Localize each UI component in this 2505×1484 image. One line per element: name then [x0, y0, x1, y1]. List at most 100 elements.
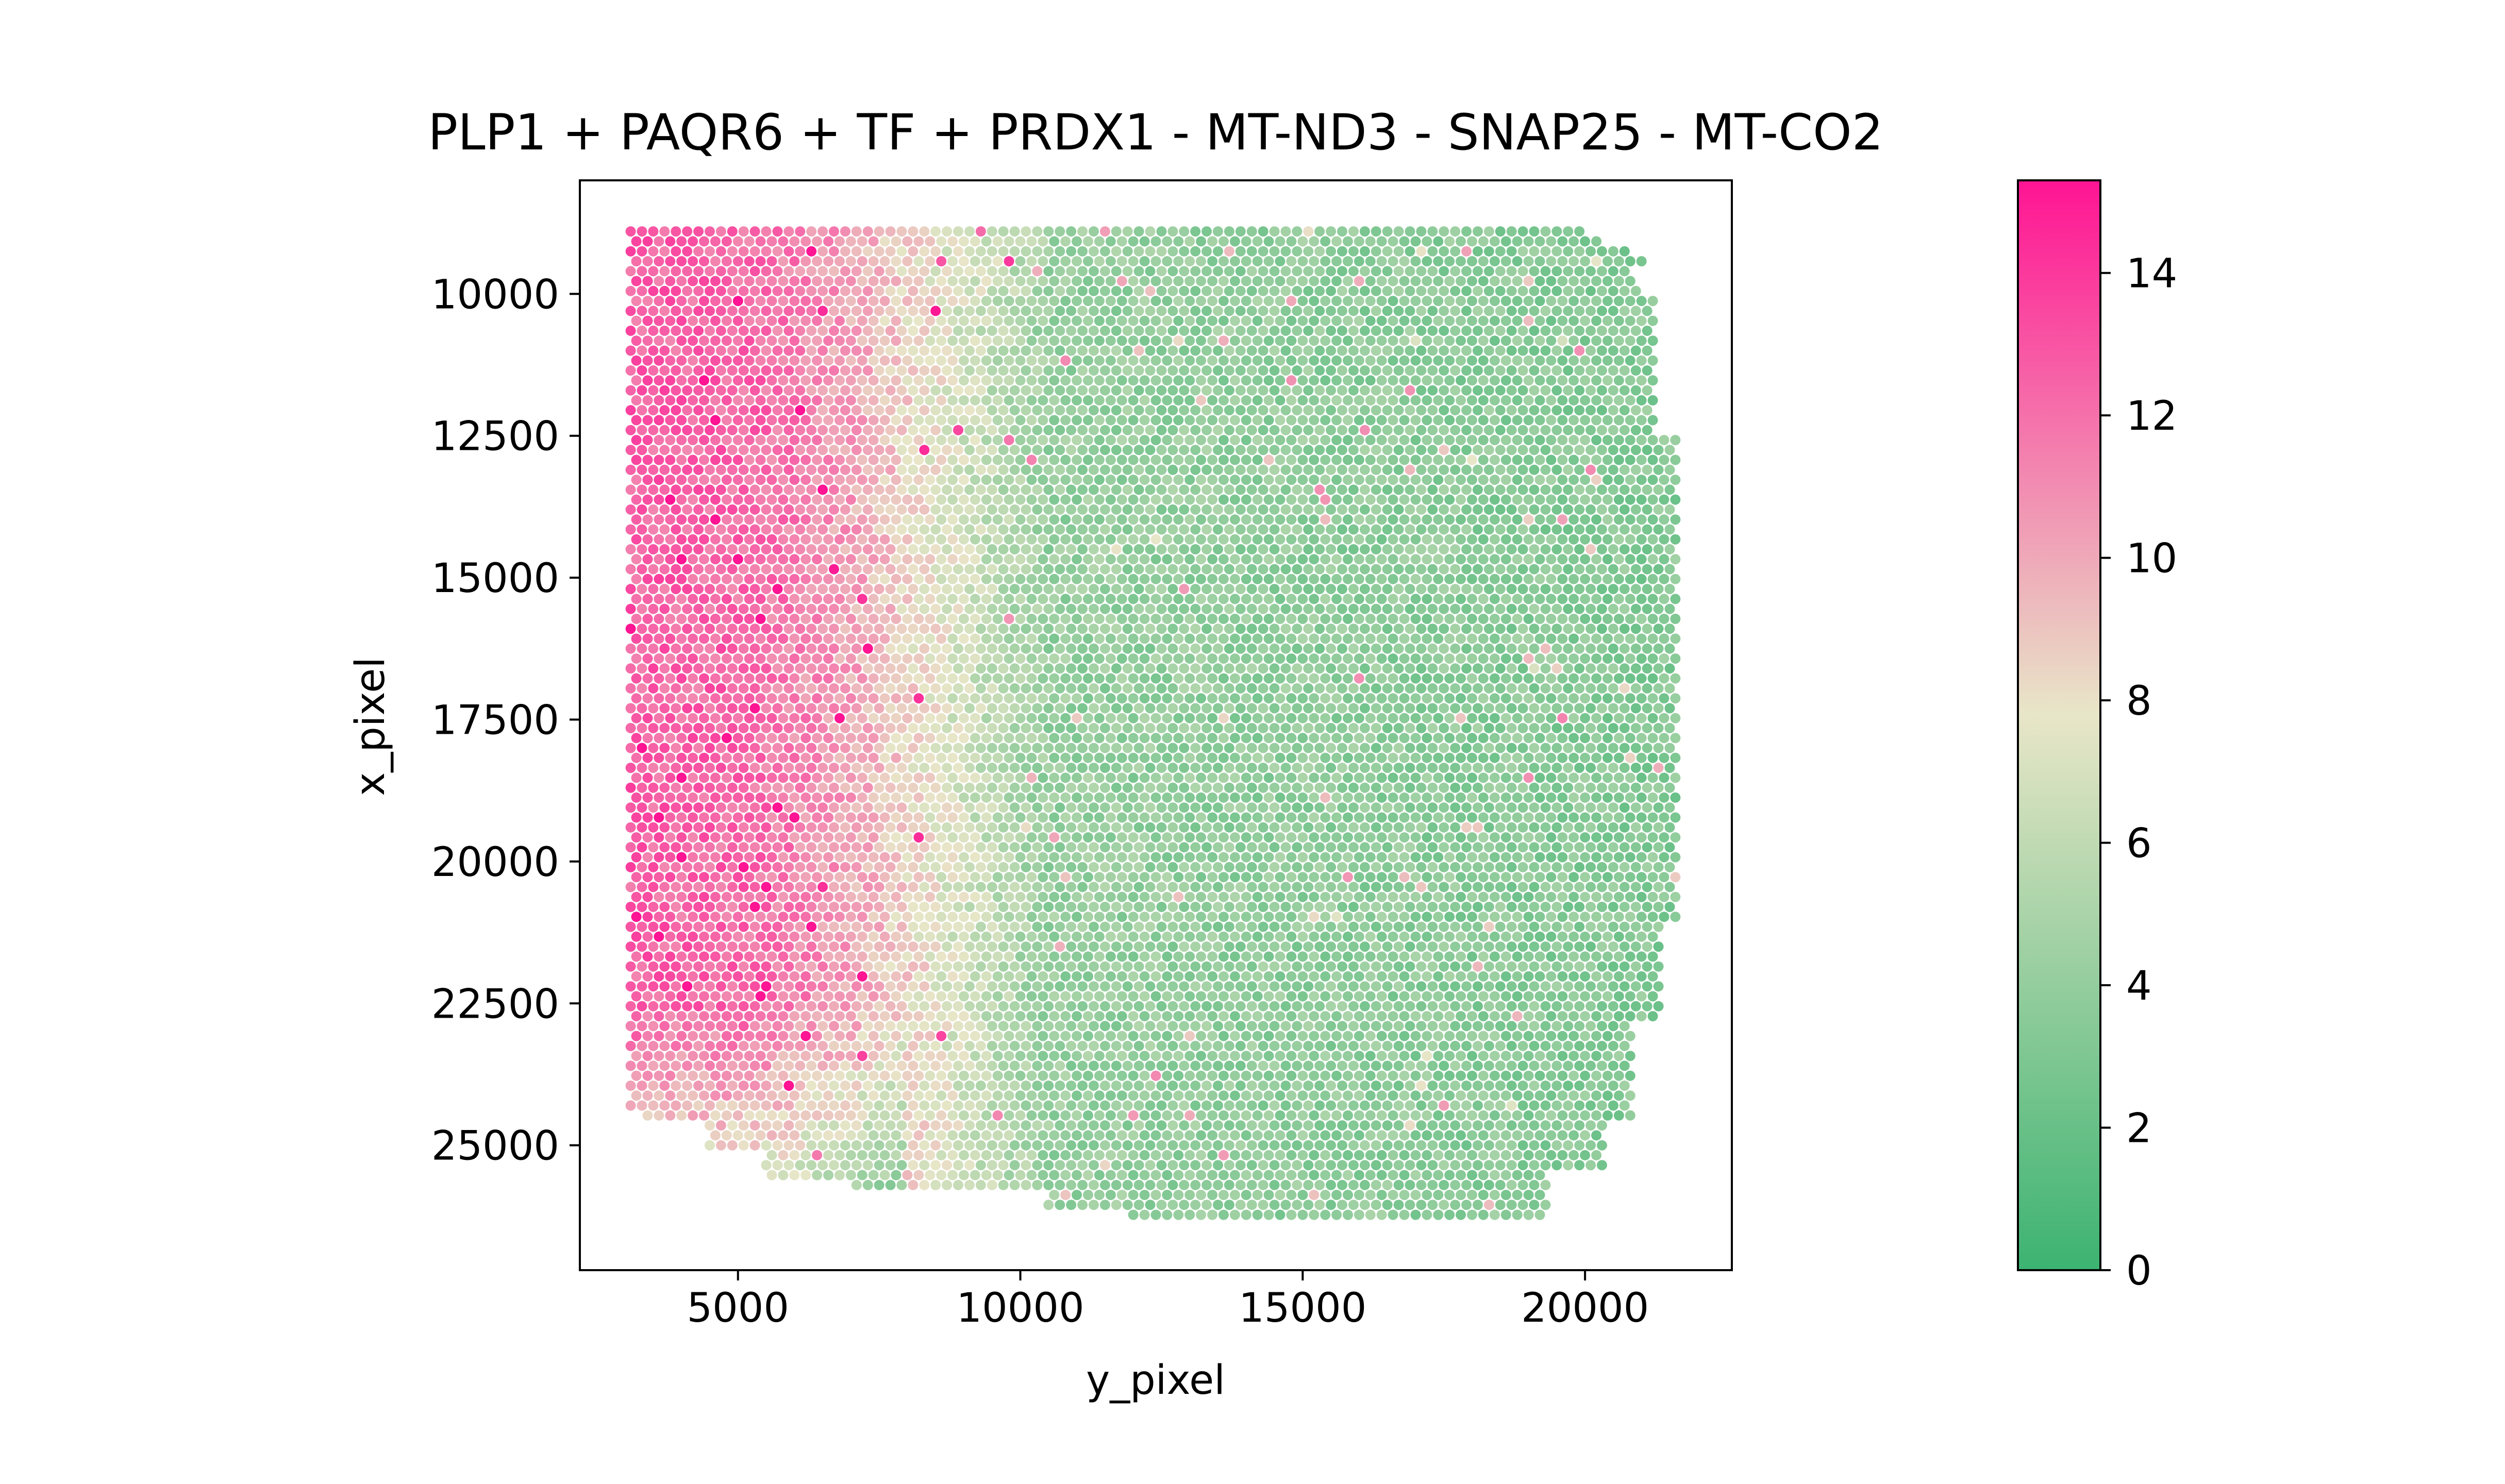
data-point [1399, 653, 1410, 664]
data-point [1574, 723, 1585, 733]
data-point [1467, 534, 1477, 545]
data-point [738, 405, 749, 416]
data-point [1173, 435, 1184, 445]
data-point [1246, 246, 1257, 257]
data-point [671, 464, 681, 475]
data-point [1625, 415, 1635, 426]
data-point [1450, 643, 1461, 654]
data-point [1376, 534, 1387, 545]
data-point [1326, 703, 1337, 714]
data-point [783, 405, 794, 416]
data-point [1467, 594, 1477, 604]
data-point [1083, 633, 1093, 644]
data-point [1224, 603, 1234, 614]
data-point [953, 306, 963, 316]
data-point [1495, 405, 1506, 416]
data-point [1133, 603, 1144, 614]
data-point [1213, 524, 1223, 535]
data-point [1326, 643, 1337, 654]
data-point [891, 375, 901, 386]
data-point [688, 594, 698, 604]
data-point [1150, 554, 1161, 565]
data-point [1145, 325, 1156, 336]
data-point [1190, 703, 1201, 714]
data-point [1359, 703, 1370, 714]
data-point [1382, 266, 1393, 277]
data-point [1089, 683, 1099, 694]
data-point [1258, 226, 1268, 237]
data-point [1021, 723, 1031, 733]
data-point [1094, 296, 1105, 307]
data-point [1376, 355, 1387, 366]
data-point [1326, 226, 1337, 237]
data-point [761, 365, 772, 376]
data-point [665, 276, 676, 286]
data-point [834, 236, 845, 247]
data-point [1371, 266, 1381, 277]
data-point [1630, 285, 1641, 296]
data-point [1399, 713, 1410, 723]
data-point [1529, 445, 1540, 456]
data-point [1235, 405, 1246, 416]
data-point [1224, 266, 1234, 277]
data-point [1173, 315, 1184, 326]
data-point [1229, 614, 1240, 624]
data-point [1218, 435, 1229, 445]
data-point [1410, 415, 1421, 426]
data-point [1326, 405, 1337, 416]
data-point [1167, 266, 1178, 277]
data-point [1326, 385, 1337, 396]
data-point [1365, 375, 1376, 386]
data-point [1399, 355, 1410, 366]
data-point [625, 306, 636, 316]
data-point [857, 335, 867, 346]
data-point [676, 673, 687, 684]
data-point [936, 415, 947, 426]
data-point [919, 385, 930, 396]
data-point [1574, 345, 1585, 356]
data-point [795, 723, 806, 733]
data-point [942, 484, 953, 495]
data-point [1580, 236, 1591, 247]
data-point [1359, 445, 1370, 456]
data-point [891, 256, 901, 266]
data-point [642, 475, 653, 485]
data-point [1619, 266, 1630, 277]
data-point [987, 564, 997, 575]
data-point [1235, 584, 1246, 595]
data-point [1636, 494, 1647, 505]
data-point [925, 315, 936, 326]
data-point [1320, 296, 1331, 307]
data-point [1303, 385, 1314, 396]
data-point [1376, 633, 1387, 644]
data-point [1630, 464, 1641, 475]
data-point [1500, 435, 1511, 445]
data-point [1072, 475, 1082, 485]
data-point [1557, 554, 1568, 565]
data-point [1489, 693, 1500, 704]
data-point [1473, 723, 1483, 733]
data-point [1467, 475, 1477, 485]
data-point [1235, 703, 1246, 714]
data-point [1229, 713, 1240, 723]
data-point [862, 504, 873, 515]
data-point [1670, 594, 1681, 604]
data-point [705, 564, 715, 575]
data-point [953, 345, 963, 356]
data-point [1179, 365, 1190, 376]
data-point [806, 504, 817, 515]
data-point [1512, 435, 1523, 445]
data-point [1105, 415, 1116, 426]
data-point [749, 365, 760, 376]
data-point [1190, 663, 1201, 674]
data-point [710, 733, 721, 744]
data-point [1591, 355, 1602, 366]
data-point [1580, 534, 1591, 545]
data-point [1297, 514, 1308, 525]
data-point [1495, 564, 1506, 575]
data-point [925, 534, 936, 545]
data-point [648, 743, 659, 753]
data-point [715, 246, 726, 257]
data-point [1625, 435, 1635, 445]
data-point [1292, 683, 1302, 694]
